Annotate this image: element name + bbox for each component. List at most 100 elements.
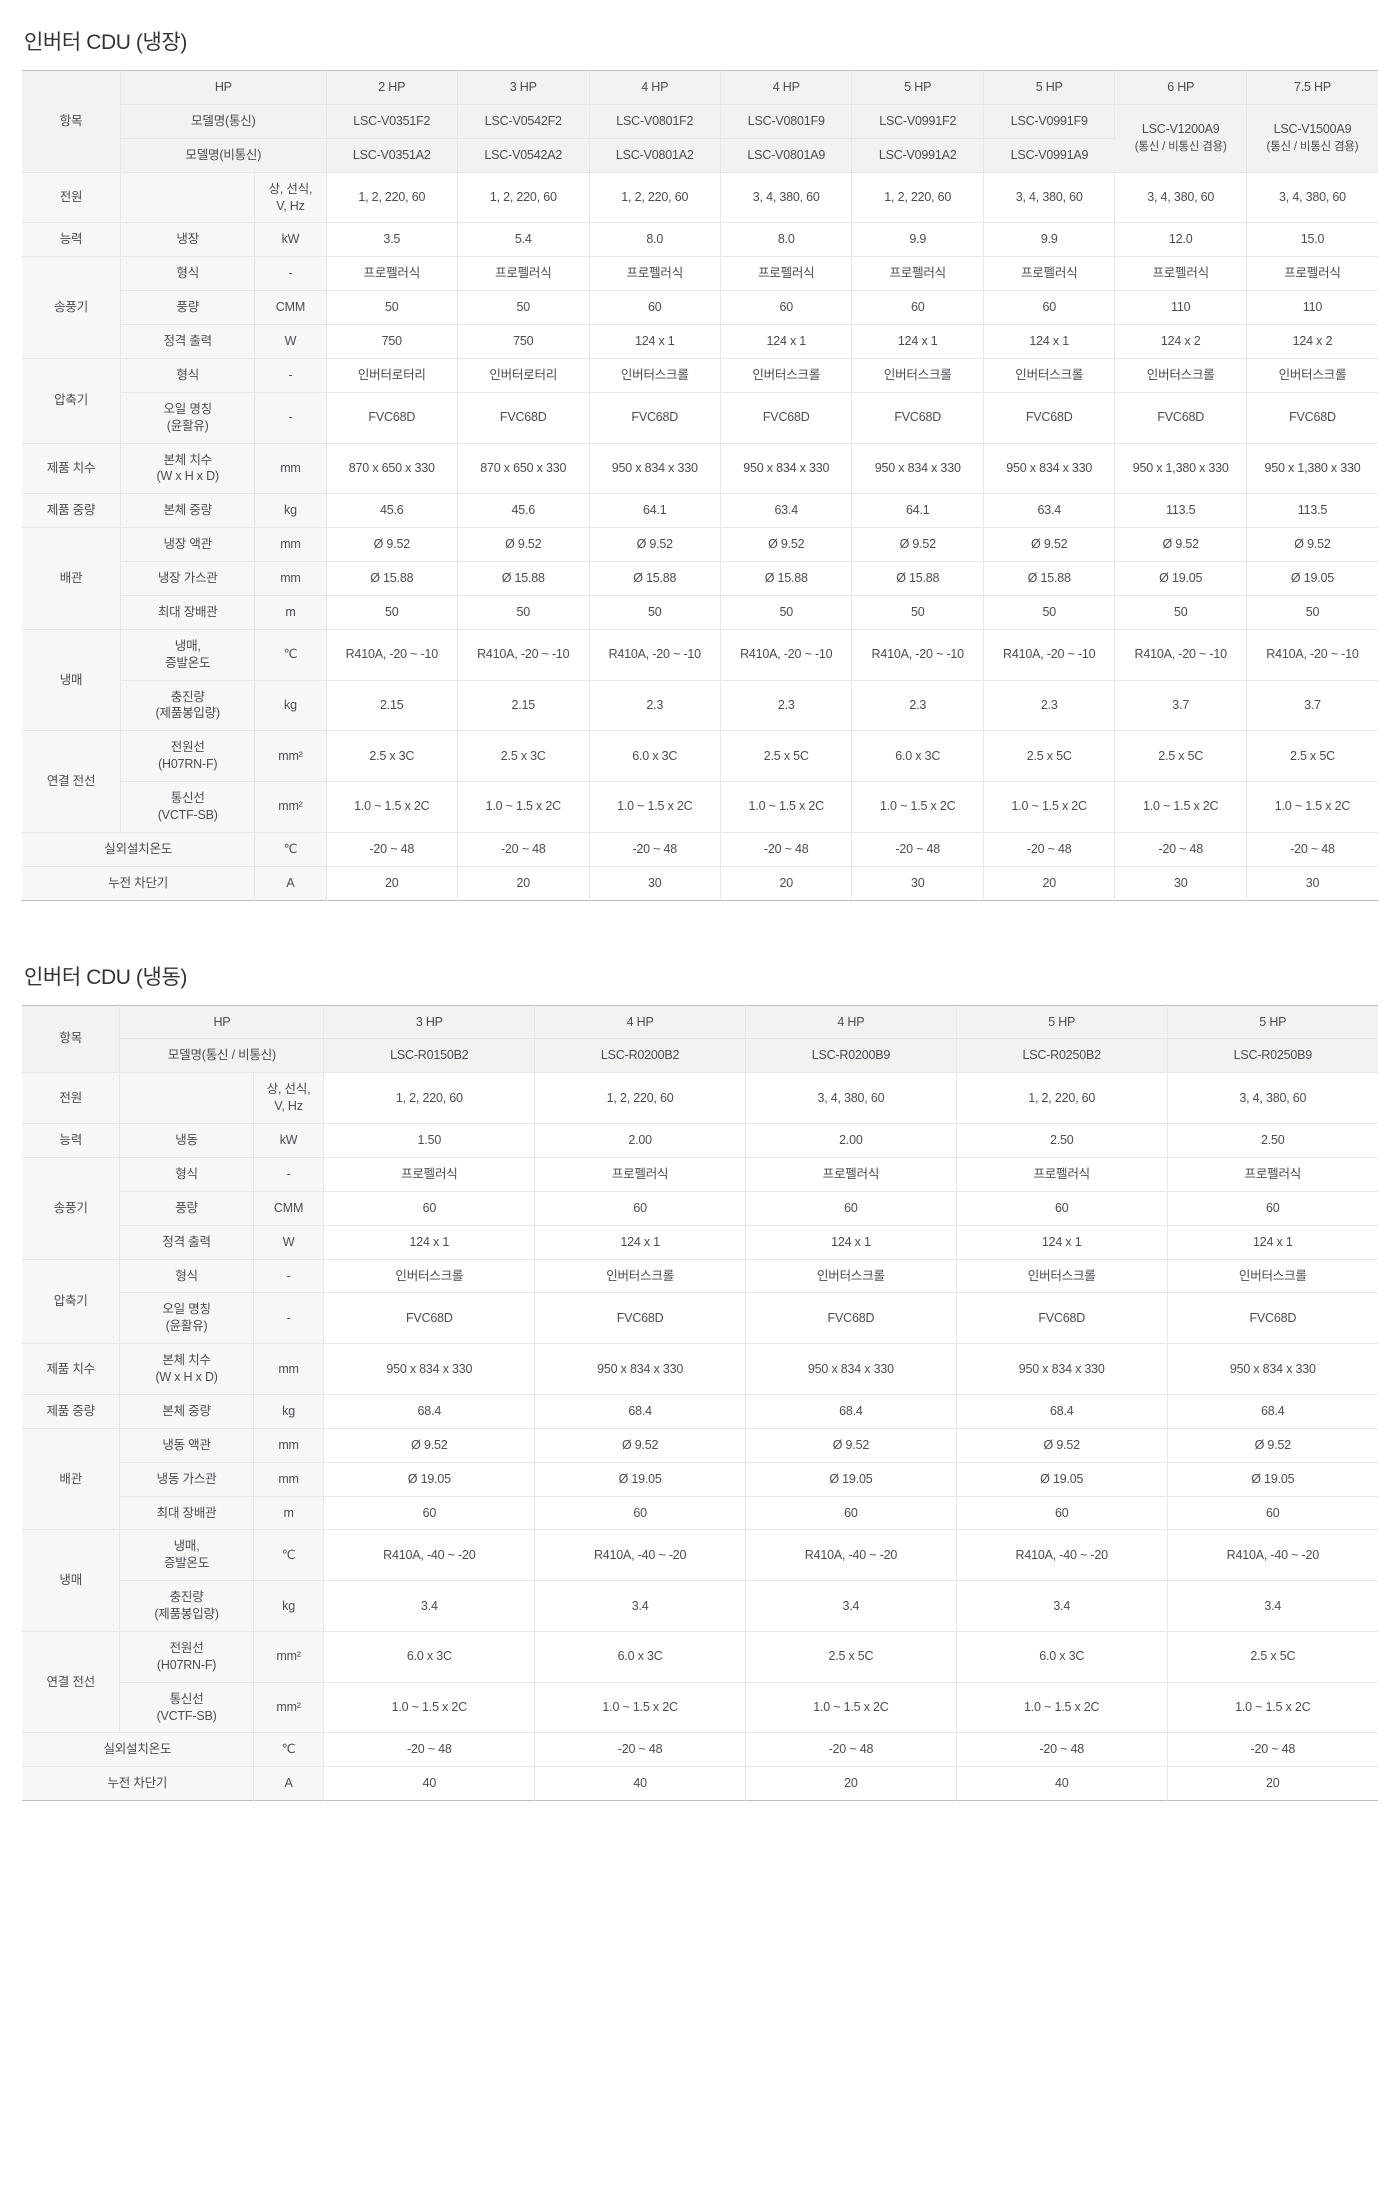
row-unit: ℃ [253,1529,325,1582]
cell-value: 124 x 1 [1167,1225,1378,1260]
cell-value: 2.3 [589,680,722,732]
row-group-label: 제품 중량 [22,493,122,529]
cell-value: -20 ~ 48 [956,1732,1168,1768]
row-unit: mm [253,1343,325,1395]
cell-value: 1, 2, 220, 60 [956,1072,1168,1124]
cell-value: Ø 9.52 [534,1427,747,1463]
header-hp-label: HP [120,70,327,105]
cell-value: 1, 2, 220, 60 [534,1072,747,1124]
cell-value: 1.0 ~ 1.5 x 2C [956,1682,1168,1734]
row-sub-label: 최대 장배관 [119,1496,254,1531]
cell-value: R410A, -20 ~ -10 [326,628,459,681]
cell-value: 68.4 [956,1393,1168,1429]
cell-value: 30 [1246,865,1378,900]
table-row: 압축기 형식 - 인버터로터리 인버터로터리 인버터스크롤 인버터스크롤 인버터스크롤 인버터스… [22,357,1378,444]
row-group-label: 전원 [22,1072,121,1124]
cell-value: 50 [457,595,590,630]
cell-value: 30 [1114,865,1247,900]
cell-value: Ø 9.52 [956,1427,1168,1463]
cell-value: 870 x 650 x 330 [326,442,459,495]
cell-value: 2.5 x 5C [1114,730,1247,782]
table-row: 배관 냉동 액관 mm Ø 9.52 Ø 9.52 Ø 9.52 Ø 9.52 Ø 9.52 [22,1427,1378,1531]
row-sub-label: 형식 [119,1258,254,1294]
cell-value: 3, 4, 380, 60 [983,172,1116,224]
cell-value: 45.6 [457,493,590,529]
row-sub-label: 충진량 (제품봉입량) [120,680,256,732]
cell-value: 60 [745,1191,957,1226]
table-row: 통신선 (VCTF-SB) mm² 1.0 ~ 1.5 x 2C 1.0 ~ 1.5 x… [22,1682,1378,1734]
cell-value: 프로펠러식 [1167,1156,1378,1192]
header-hp-value: 5 HP [956,1005,1168,1040]
cell-value: R410A, -20 ~ -10 [1114,628,1247,681]
row-unit: - [253,1292,325,1345]
cell-value: Ø 15.88 [589,561,722,596]
cell-value: 124 x 1 [983,324,1116,359]
row-group-label: 압축기 [22,1258,121,1345]
cell-value: FVC68D [956,1292,1168,1345]
cell-value: 인버터스크롤 [851,357,984,393]
cell-value: FVC68D [589,392,722,444]
table-row: 연결 전선 전원선 (H07RN-F) mm² 2.5 x 3C 2.5 x 3C 6.0 … [22,730,1378,833]
header-row-model-comm: 모델명(통신) LSC-V0351F2 LSC-V0542F2 LSC-V0801F2… [22,104,1378,173]
table-row: 실외설치온도 ℃ -20 ~ 48 -20 ~ 48 -20 ~ 48 -20 ~ 48-… [22,831,1378,867]
cell-value: 30 [589,865,722,900]
row-unit: mm² [254,730,327,782]
cell-value: 124 x 1 [745,1225,957,1260]
cell-value: 3, 4, 380, 60 [720,172,853,224]
cell-value: FVC68D [534,1292,747,1345]
row-unit: kW [253,1123,325,1158]
cell-value: 1, 2, 220, 60 [589,172,722,224]
cell-value: 프로펠러식 [956,1156,1168,1192]
cell-value: 인버터스크롤 [534,1258,747,1294]
cell-value: 3.4 [323,1580,536,1632]
row-unit: kg [254,680,327,732]
cell-value: 750 [326,324,459,359]
cell-value: 1, 2, 220, 60 [323,1072,536,1124]
cell-value: 6.0 x 3C [589,730,722,782]
row-unit: ℃ [254,628,327,681]
table-row: 최대 장배관 m 60 60 60 60 60 [22,1496,1378,1531]
cell-value: 64.1 [589,493,722,529]
cell-value: 프로펠러식 [720,256,853,292]
table-row: 전원 상, 선식, V, Hz 1, 2, 220, 60 1, 2, 220, 60 1… [22,172,1378,224]
cell-value: Ø 19.05 [1246,561,1378,596]
row-unit: kW [254,222,327,258]
header-model-noncomm-value: LSC-V0801A9 [720,138,853,173]
header-model-noncomm-value: LSC-V0991A2 [851,138,984,173]
table-row: 정격 출력 W 750 750 124 x 1 124 x 1 124 x 1 124 x 1… [22,324,1378,359]
header-row-model: 모델명(통신 / 비통신) LSC-R0150B2 LSC-R0200B2 LSC-R… [22,1038,1378,1074]
cell-value: 1, 2, 220, 60 [851,172,984,224]
row-group-label: 제품 치수 [22,1343,121,1395]
cell-value: 프로펠러식 [1246,256,1378,292]
cell-value: 20 [745,1766,957,1801]
cell-value: R410A, -20 ~ -10 [851,628,984,681]
cell-value: 124 x 1 [323,1225,536,1260]
row-unit: ℃ [254,831,327,867]
cell-value: 프로펠러식 [326,256,459,292]
cell-value: 2.00 [745,1123,957,1158]
cell-value: Ø 19.05 [1114,561,1247,596]
table-row: 누전 차단기 A 20 20 30 20 30 20 30 30 [22,865,1378,900]
cell-value: Ø 19.05 [745,1462,957,1497]
row-group-label: 누전 차단기 [22,1766,254,1801]
table-row: 송풍기 형식 - 프로펠러식 프로펠러식 프로펠러식 프로펠러식 프로펠러식 [22,1156,1378,1260]
cell-value: 60 [323,1191,536,1226]
cell-value: 64.1 [851,493,984,529]
cell-value: 60 [851,290,984,325]
cell-value: 63.4 [720,493,853,529]
cell-value: 프로펠러식 [589,256,722,292]
row-unit: mm [254,527,327,562]
row-sub-label: 냉동 가스관 [119,1462,254,1497]
header-hp-value: 4 HP [720,70,853,105]
cell-value: 인버터스크롤 [589,357,722,393]
row-sub-label: 냉동 [119,1123,254,1158]
row-unit: CMM [253,1191,325,1226]
row-group-label: 능력 [22,1123,121,1158]
cell-value: 1.0 ~ 1.5 x 2C [1114,781,1247,833]
cell-value: 인버터스크롤 [745,1258,957,1294]
cell-value: 프로펠러식 [851,256,984,292]
row-sub-label: 형식 [120,256,256,292]
cell-value: 68.4 [745,1393,957,1429]
cell-value: 2.50 [1167,1123,1378,1158]
row-unit: m [253,1496,325,1531]
